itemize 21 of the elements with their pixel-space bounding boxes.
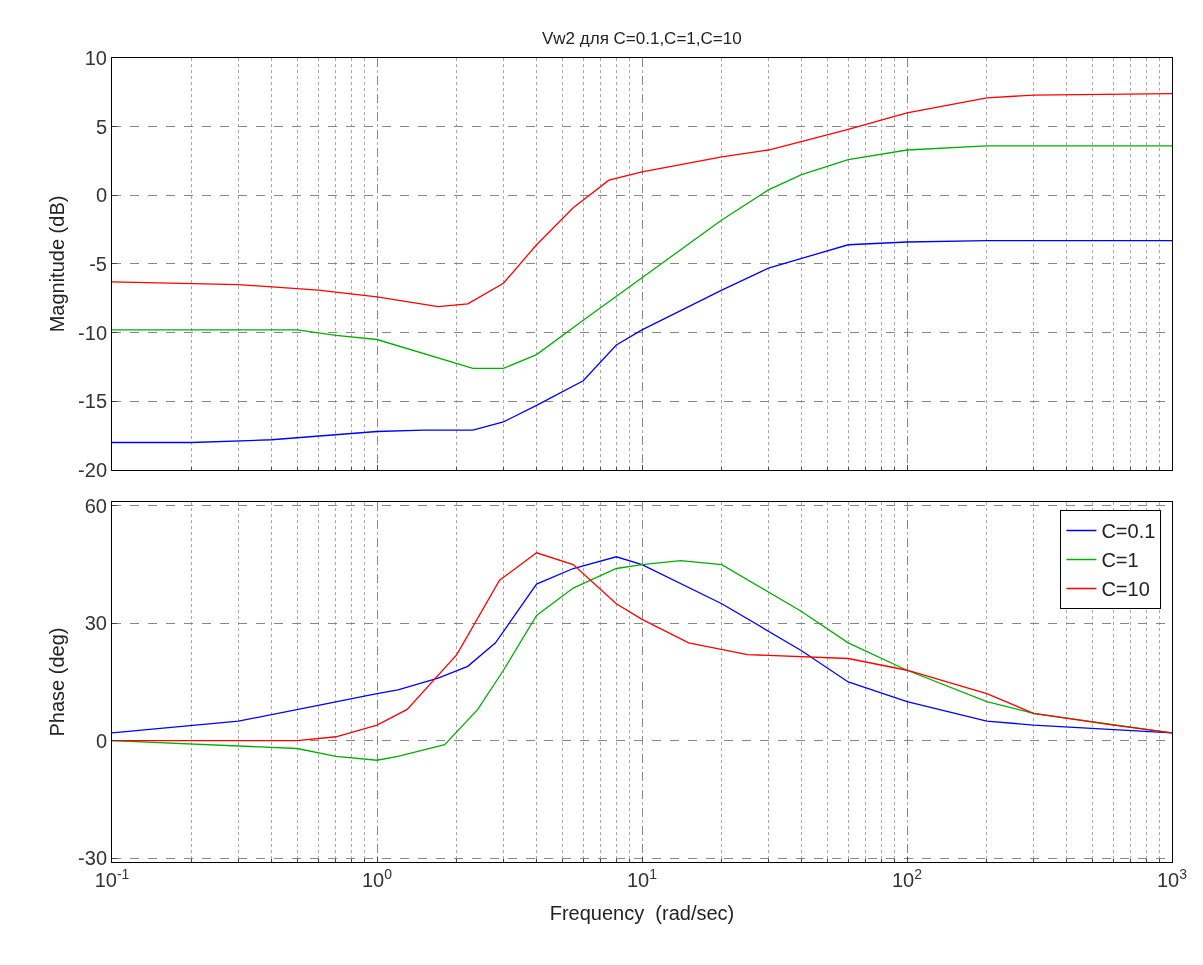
x-tick-label: 10$^{2}$	[891, 865, 923, 891]
y-tick-label: -10	[78, 321, 107, 344]
y-axis-title: Magnitude (dB)	[45, 195, 68, 333]
chart-title: Vw2 для C=0.1,C=1,C=10	[542, 29, 742, 48]
y-axis-title: Phase (deg)	[45, 627, 68, 737]
legend-label: C=10	[1101, 578, 1150, 601]
y-tick-label: 60	[84, 494, 107, 517]
x-tick-label: 10$^{1}$	[626, 865, 658, 891]
legend-label: C=0.1	[1101, 520, 1156, 543]
y-tick-label: 0	[95, 729, 107, 752]
y-tick-label: 30	[84, 612, 107, 635]
y-tick-label: 10	[84, 47, 107, 69]
y-tick-label: -5	[89, 252, 107, 275]
y-tick-label: -15	[78, 390, 107, 413]
legend-label: C=1	[1101, 549, 1139, 572]
x-tick-label: 10$^{0}$	[361, 865, 393, 891]
y-tick-label: 5	[95, 115, 107, 138]
x-axis-title: Frequency (rad/sec)	[549, 901, 735, 924]
y-tick-label: 0	[95, 184, 107, 207]
y-tick-label: -20	[78, 458, 107, 481]
x-tick-label: 10$^{3}$	[1156, 865, 1188, 891]
